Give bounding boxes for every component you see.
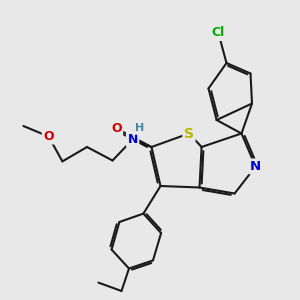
Text: N: N bbox=[250, 160, 261, 173]
Text: Cl: Cl bbox=[212, 26, 225, 40]
Text: N: N bbox=[128, 133, 138, 146]
Text: O: O bbox=[43, 130, 54, 143]
Text: O: O bbox=[111, 122, 122, 135]
Text: S: S bbox=[184, 127, 194, 140]
Text: H: H bbox=[135, 123, 144, 134]
